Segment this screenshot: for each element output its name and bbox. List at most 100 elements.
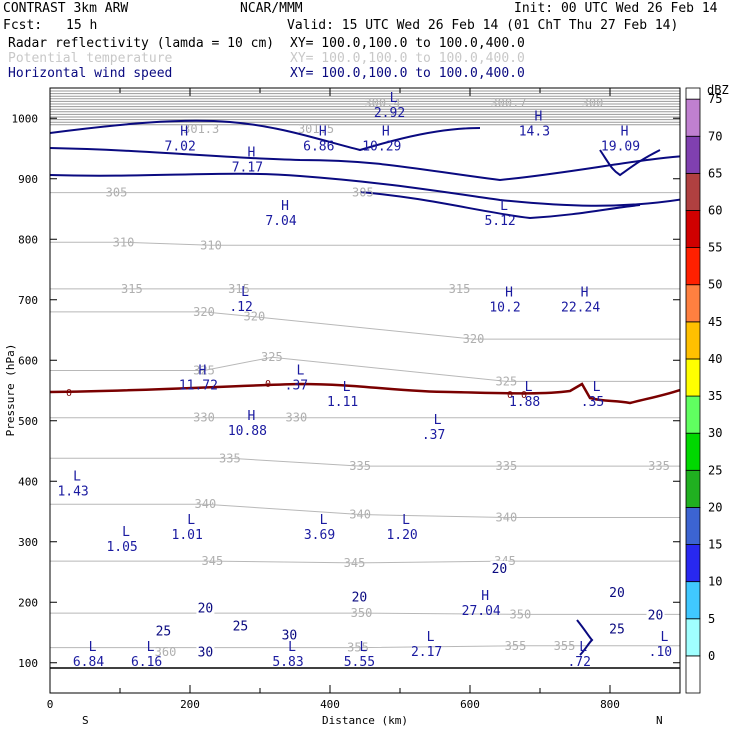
theta-label: 300 (582, 96, 604, 110)
theta-isoline (50, 645, 680, 649)
extremum-type: H (505, 285, 513, 300)
colorbar-top-cap (685, 87, 701, 100)
extremum-value: 1.20 (386, 528, 417, 543)
extremum-value: 7.17 (232, 161, 263, 176)
theta-label: 335 (219, 451, 241, 465)
theta-isoline (50, 118, 680, 121)
theta-isoline (50, 95, 680, 97)
extremum-value: 6.86 (303, 139, 334, 154)
extremum-value: 2.17 (411, 645, 442, 660)
field-xy-reflectivity: XY= 100.0,100.0 to 100.0,400.0 (290, 36, 525, 51)
extremum-type: H (247, 146, 255, 161)
extremum-value: 22.24 (561, 300, 600, 315)
theta-label: 315 (449, 282, 471, 296)
extremum-type: H (319, 124, 327, 139)
colorbar-swatch (685, 98, 701, 137)
x-tick-label: 0 (47, 698, 54, 711)
theta-label: 340 (195, 497, 217, 511)
theta-isoline (50, 108, 680, 110)
extremum-value: 1.88 (509, 395, 540, 410)
wind-contour-30 (50, 119, 481, 152)
theta-label: 335 (496, 459, 518, 473)
freezing-label: 0 (265, 379, 271, 390)
extremum-type: L (89, 640, 97, 655)
theta-isoline (50, 356, 680, 382)
extremum-value: 2.92 (374, 106, 405, 121)
extremum-value: 5.55 (344, 655, 375, 670)
y-axis-title: Pressure (hPa) (4, 344, 17, 437)
colorbar-swatch (685, 135, 701, 174)
colorbar-swatch (685, 172, 701, 211)
header: CONTRAST 3km ARW NCAR/MMM Init: 00 UTC W… (3, 1, 718, 81)
freezing-label: 0 (507, 390, 513, 401)
theta-label: 310 (200, 238, 222, 252)
x-axis-north-label: N (656, 714, 663, 727)
theta-label: 301.5 (298, 122, 334, 136)
wind-label-bg (280, 627, 299, 642)
field-name-wind: Horizontal wind speed (8, 66, 172, 81)
colorbar-swatch (685, 358, 701, 397)
theta-label: 305 (106, 186, 128, 200)
colorbar-unit: dBZ (707, 83, 729, 97)
y-tick-label: 800 (18, 233, 38, 246)
x-tick-label: 200 (180, 698, 200, 711)
extremum-type: L (359, 640, 367, 655)
theta-isoline (50, 311, 680, 340)
extremum-value: 5.83 (272, 655, 303, 670)
extremum-value: .12 (229, 300, 252, 315)
x-tick-label: 800 (600, 698, 620, 711)
theta-isoline (50, 113, 680, 116)
colorbar-label: 20 (708, 500, 722, 514)
valid-time: Valid: 15 UTC Wed 26 Feb 14 (01 ChT Thu … (287, 18, 678, 33)
field-name-theta: Potential temperature (8, 51, 173, 66)
wind-label-bg (196, 644, 215, 659)
y-tick-label: 600 (18, 354, 38, 367)
extremum-type: H (534, 109, 542, 124)
theta-label: 315 (228, 282, 250, 296)
colorbar-label: 65 (708, 166, 722, 180)
extremum-value: .35 (581, 395, 604, 410)
colorbar-swatch (685, 655, 701, 694)
x-axis-title: Distance (km) (322, 714, 408, 727)
theta-isoline (50, 111, 680, 113)
freezing-label: 0 (66, 388, 72, 399)
y-tick-label: 400 (18, 475, 38, 488)
theta-label: 325 (496, 374, 518, 388)
init-time: Init: 00 UTC Wed 26 Feb 14 (514, 1, 718, 16)
extremum-type: L (187, 513, 195, 528)
wind-speed-label: 20 (352, 590, 368, 605)
colorbar-label: 5 (708, 612, 715, 626)
extremum-value: 1.11 (327, 395, 358, 410)
upper-theta-isolines (50, 90, 680, 126)
extremum-value: 1.01 (172, 528, 203, 543)
extremum-value: 3.69 (304, 528, 335, 543)
theta-label: 301.3 (183, 122, 219, 136)
theta-isoline (50, 105, 680, 108)
extremum-value: 10.88 (228, 424, 267, 439)
wind-contour-low (576, 619, 594, 656)
y-tick-label: 700 (18, 294, 38, 307)
wind-label-bg (154, 623, 173, 638)
theta-label: 330 (286, 411, 308, 425)
extremum-value: .10 (649, 645, 672, 660)
wind-label-bg (490, 560, 509, 575)
y-tick-label: 300 (18, 536, 38, 549)
extremum-value: 5.12 (484, 214, 515, 229)
extremum-type: H (281, 199, 289, 214)
theta-label: 335 (349, 459, 371, 473)
extremum-value: 10.29 (362, 139, 401, 154)
extremum-type: L (660, 630, 668, 645)
x-axis: 0 200 400 600 800 (47, 88, 681, 711)
theta-label: 360 (155, 645, 177, 659)
theta-label: 355 (554, 639, 576, 653)
freezing-label: 0 (521, 390, 527, 401)
theta-label: 325 (193, 364, 215, 378)
wind-contour-20 (50, 172, 680, 207)
wind-contour-20b (359, 191, 641, 220)
extremum-value: 7.04 (265, 214, 296, 229)
wind-speed-label: 20 (609, 586, 625, 601)
colorbar-swatch (685, 321, 701, 360)
extremum-value: 27.04 (462, 604, 501, 619)
extremum-type: L (73, 469, 81, 484)
